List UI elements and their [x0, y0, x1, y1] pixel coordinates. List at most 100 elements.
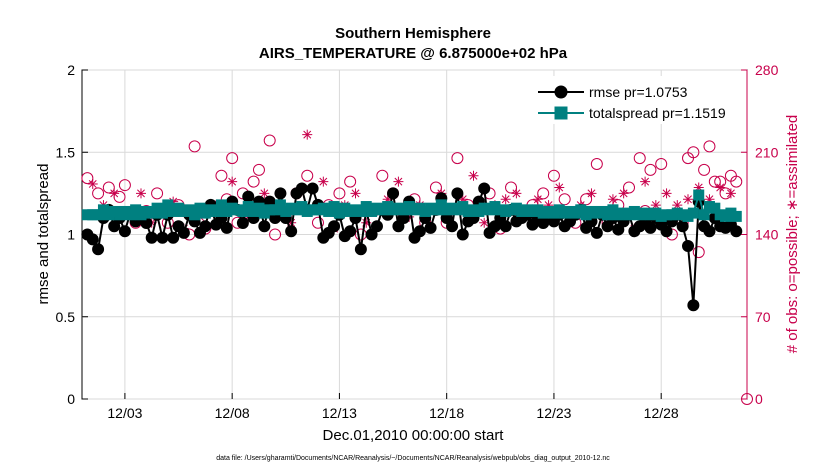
- obs-possible-marker: [537, 187, 550, 200]
- obs-possible-marker: [301, 169, 314, 182]
- star-stroke: [110, 189, 119, 198]
- obs-assimilated-marker: [468, 170, 479, 181]
- legend-rmse-label: rmse pr=1.0753: [589, 84, 688, 100]
- obs-possible-marker: [687, 146, 700, 159]
- totalspread-point: [693, 189, 705, 201]
- star-stroke: [684, 195, 692, 204]
- star-stroke: [469, 171, 478, 180]
- obs-assimilated-marker: [135, 188, 146, 199]
- star-stroke: [319, 177, 328, 186]
- obs-possible-marker: [730, 175, 743, 188]
- rmse-point: [145, 231, 158, 244]
- star-stroke: [303, 130, 312, 139]
- legend-rmse-marker: [554, 85, 568, 99]
- star-stroke: [716, 183, 725, 192]
- obs-possible-marker: [92, 187, 105, 200]
- obs-assimilated-marker: [511, 188, 522, 199]
- right-y-tick-label: 0: [755, 391, 763, 407]
- star-stroke: [726, 189, 735, 198]
- right-y-axis-ticks: 0 70 140 210 280: [741, 62, 779, 407]
- legend: rmse pr=1.0753 totalspread pr=1.1519: [534, 76, 740, 124]
- obs-possible-marker: [151, 187, 164, 200]
- obs-assimilated-marker: [640, 176, 651, 187]
- rmse-point: [387, 187, 400, 200]
- obs-possible-marker: [247, 175, 260, 188]
- star-stroke: [608, 195, 617, 204]
- obs-assimilated-marker: [532, 194, 543, 205]
- rmse-point: [92, 243, 105, 256]
- obs-assimilated-marker: [618, 188, 629, 199]
- y-tick-label: 2: [67, 62, 75, 78]
- obs-assimilated-marker: [500, 194, 511, 205]
- obs-possible-marker: [252, 163, 265, 176]
- rmse-point: [177, 226, 190, 239]
- x-axis-ticks: 12/03 12/08 12/13 12/18 12/23 12/28: [107, 393, 679, 421]
- legend-box: [534, 76, 740, 124]
- obs-possible-marker: [333, 187, 346, 200]
- rmse-point: [703, 225, 716, 238]
- obs-possible-marker: [81, 172, 94, 185]
- y-axis-ticks: 0 0.5 1 1.5 2: [56, 62, 88, 407]
- rmse-point: [682, 240, 695, 253]
- rmse-point: [242, 190, 255, 203]
- obs-possible-marker: [429, 181, 442, 194]
- obs-assimilated-marker: [607, 194, 618, 205]
- rmse-point: [156, 231, 169, 244]
- rmse-point: [328, 220, 341, 233]
- obs-assimilated-marker: [87, 178, 98, 189]
- obs-possible-marker: [692, 246, 705, 259]
- obs-assimilated-marker: [350, 188, 361, 199]
- totalspread-point: [210, 205, 222, 217]
- rmse-point: [167, 231, 180, 244]
- rmse-point: [118, 225, 131, 238]
- totalspread-point: [274, 199, 286, 211]
- chart-subtitle: AIRS_TEMPERATURE @ 6.875000e+02 hPa: [259, 45, 568, 62]
- obs-possible-marker: [623, 181, 636, 194]
- obs-assimilated-marker: [259, 188, 270, 199]
- totalspread-point: [687, 207, 699, 219]
- totalspread-point: [215, 199, 227, 211]
- rmse-point: [285, 225, 298, 238]
- x-tick-label: 12/08: [215, 405, 250, 421]
- rmse-point: [451, 187, 464, 200]
- obs-possible-marker: [263, 134, 276, 147]
- rmse-point: [590, 226, 603, 239]
- obs-assimilated-marker: [725, 188, 736, 199]
- totalspread-point: [189, 209, 201, 221]
- rmse-point: [676, 220, 689, 233]
- data-file-footer: data file: /Users/gharamti/Documents/NCA…: [216, 455, 610, 462]
- rmse-point: [424, 221, 437, 234]
- obs-assimilated-marker: [554, 182, 565, 193]
- obs-possible-marker: [655, 158, 668, 170]
- obs-possible-marker: [451, 152, 464, 165]
- rmse-point: [220, 221, 233, 234]
- legend-spread-marker: [554, 106, 568, 120]
- rmse-point: [236, 216, 249, 229]
- star-stroke: [137, 189, 145, 198]
- rmse-point: [258, 220, 271, 233]
- obs-assimilated-marker: [393, 176, 404, 187]
- star-stroke: [555, 183, 564, 192]
- obs-assimilated-marker: [715, 182, 726, 193]
- star-stroke: [480, 218, 489, 227]
- right-y-tick-label: 140: [755, 227, 779, 243]
- rmse-point: [499, 220, 512, 233]
- obs-possible-marker: [226, 152, 239, 165]
- rmse-point: [446, 220, 459, 233]
- star-stroke: [673, 201, 682, 210]
- star-stroke: [260, 189, 269, 198]
- right-y-tick-label: 70: [755, 309, 771, 325]
- star-stroke: [662, 189, 671, 198]
- rmse-point: [370, 220, 383, 233]
- star-stroke: [394, 177, 403, 186]
- obs-possible-marker: [644, 163, 657, 176]
- star-stroke: [533, 195, 542, 204]
- rmse-point: [478, 182, 491, 195]
- star-stroke: [501, 195, 510, 204]
- x-tick-label: 12/18: [429, 405, 464, 421]
- obs-possible-marker: [590, 158, 603, 170]
- star-stroke: [619, 189, 628, 198]
- totalspread-point: [730, 210, 742, 222]
- rmse-point: [344, 225, 357, 238]
- rmse-point: [354, 243, 367, 256]
